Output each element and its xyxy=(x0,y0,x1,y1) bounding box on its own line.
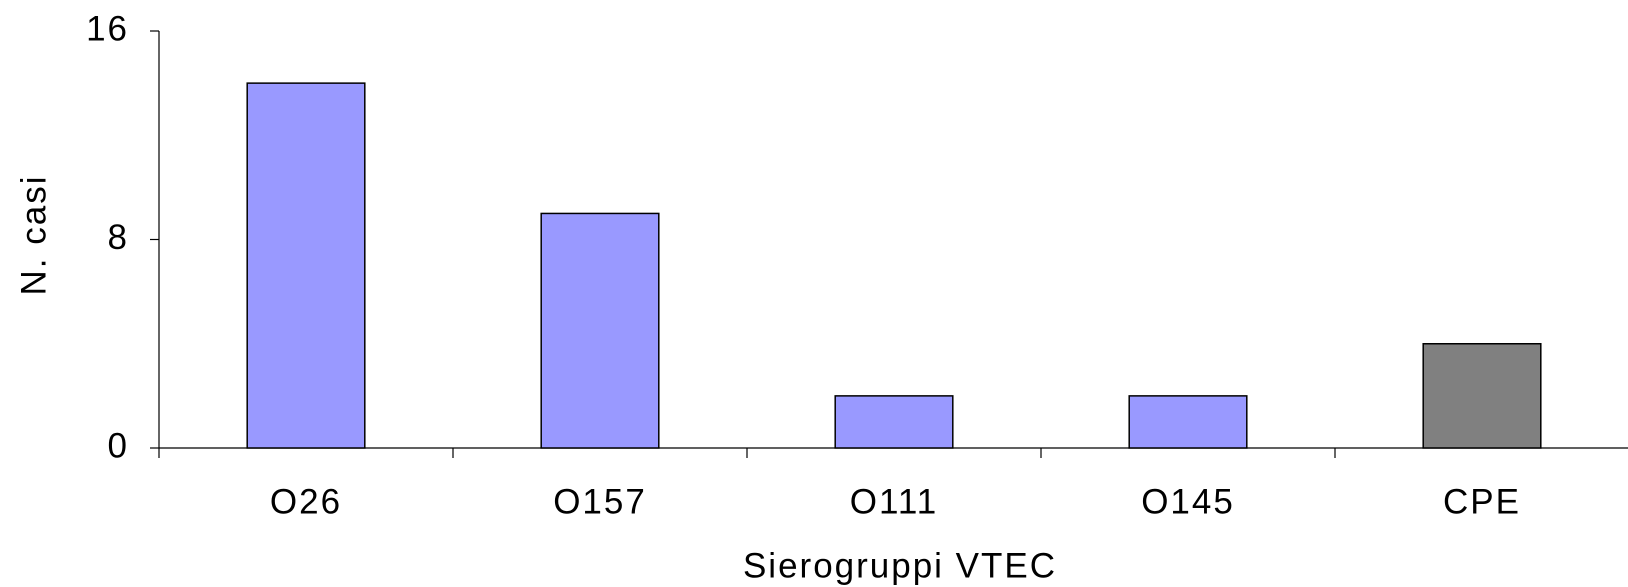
bar xyxy=(834,395,954,449)
x-tick-label: O145 xyxy=(1141,482,1235,521)
bar xyxy=(246,82,366,449)
y-tick-label: 0 xyxy=(108,426,129,465)
y-tick-label: 16 xyxy=(86,9,129,48)
x-tick-label: CPE xyxy=(1443,482,1521,521)
bar xyxy=(1128,395,1248,449)
bar xyxy=(1422,343,1542,449)
bar xyxy=(540,212,660,449)
y-axis-title: N. casi xyxy=(14,175,53,296)
x-tick-label: O111 xyxy=(850,482,938,521)
x-tick-label: O157 xyxy=(553,482,647,521)
x-axis-title: Sierogruppi VTEC xyxy=(743,546,1057,585)
y-tick-label: 8 xyxy=(108,218,129,257)
x-tick-label: O26 xyxy=(270,482,342,521)
